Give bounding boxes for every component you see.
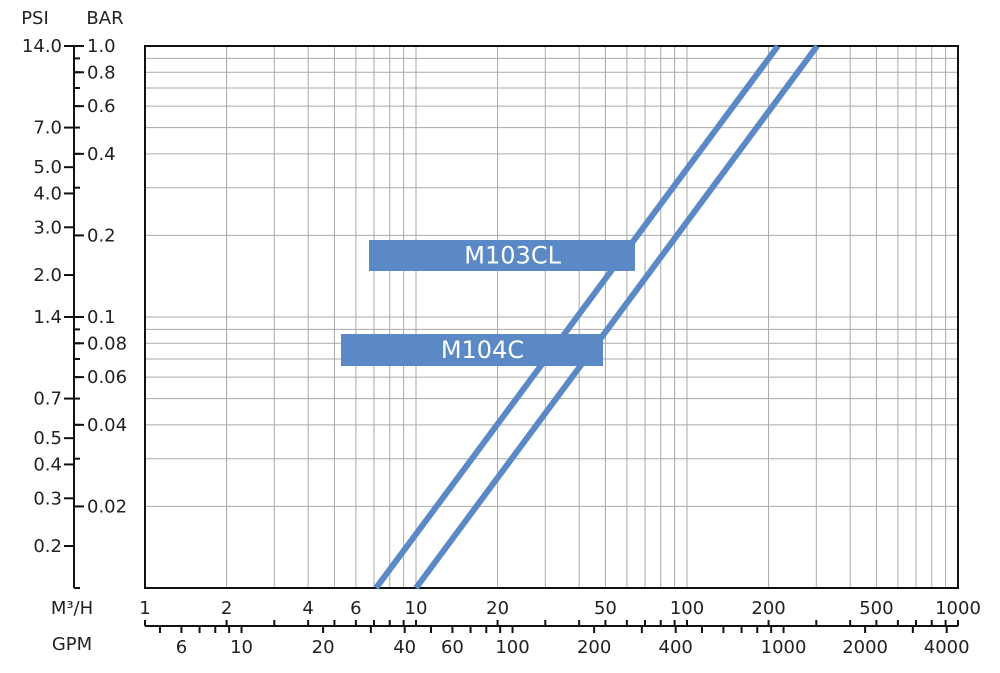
x-tick-label: 200 xyxy=(751,598,785,619)
x2-axis-title: GPM xyxy=(52,634,92,655)
x2-tick-label: 100 xyxy=(495,637,529,658)
series-line xyxy=(413,44,820,590)
x-tick-label: 6 xyxy=(350,598,361,619)
x2-tick-label: 400 xyxy=(659,637,693,658)
y2-axis-title: PSI xyxy=(21,8,49,29)
legend-box xyxy=(369,240,635,271)
x-tick-label: 20 xyxy=(486,598,509,619)
y-tick-label: 0.4 xyxy=(87,144,116,165)
x-axis-title: M³/H xyxy=(51,598,93,619)
x-tick-label: 10 xyxy=(405,598,428,619)
x-tick-label: 1 xyxy=(139,598,150,619)
y2-tick-label: 0.3 xyxy=(33,488,62,509)
y2-tick-label: 0.7 xyxy=(33,389,62,410)
y-tick-label: 0.02 xyxy=(87,496,127,517)
x-tick-label: 500 xyxy=(859,598,893,619)
x2-tick-label: 200 xyxy=(577,637,611,658)
y-tick-label: 0.06 xyxy=(87,367,127,388)
x-tick-label: 2 xyxy=(221,598,232,619)
plot-frame xyxy=(144,45,959,589)
x-tick-label: 100 xyxy=(670,598,704,619)
x2-tick-label: 60 xyxy=(441,637,464,658)
x2-tick-label: 6 xyxy=(176,637,187,658)
x2-tick-label: 2000 xyxy=(842,637,888,658)
x-tick-label: 4 xyxy=(302,598,313,619)
x-tick-label: 1000 xyxy=(935,598,981,619)
x2-tick-label: 1000 xyxy=(761,637,807,658)
x2-tick-label: 20 xyxy=(312,637,335,658)
x2-tick-label: 40 xyxy=(393,637,416,658)
y-tick-label: 0.2 xyxy=(87,225,116,246)
y2-tick-label: 4.0 xyxy=(33,183,62,204)
legend-label: M103CL xyxy=(464,242,561,270)
y-axis-title: BAR xyxy=(86,8,123,29)
y-tick-label: 0.08 xyxy=(87,333,127,354)
y2-tick-label: 0.2 xyxy=(33,536,62,557)
y-tick-label: 0.8 xyxy=(87,62,116,83)
y2-tick-label: 2.0 xyxy=(33,265,62,286)
y-tick-label: 1.0 xyxy=(87,36,116,57)
y2-tick-label: 5.0 xyxy=(33,157,62,178)
y2-tick-label: 3.0 xyxy=(33,217,62,238)
y2-tick-label: 0.4 xyxy=(33,454,62,475)
y2-tick-label: 7.0 xyxy=(33,118,62,139)
legend-label: M104C xyxy=(441,336,524,364)
series-line xyxy=(373,44,781,590)
y2-tick-label: 14.0 xyxy=(22,36,62,57)
x2-tick-label: 4000 xyxy=(924,637,970,658)
y-tick-label: 0.6 xyxy=(87,96,116,117)
x-tick-label: 50 xyxy=(594,598,617,619)
y-tick-label: 0.04 xyxy=(87,415,127,436)
x2-tick-label: 10 xyxy=(230,637,253,658)
y-tick-label: 0.1 xyxy=(87,307,116,328)
y2-tick-label: 1.4 xyxy=(33,307,62,328)
y2-tick-label: 0.5 xyxy=(33,428,62,449)
